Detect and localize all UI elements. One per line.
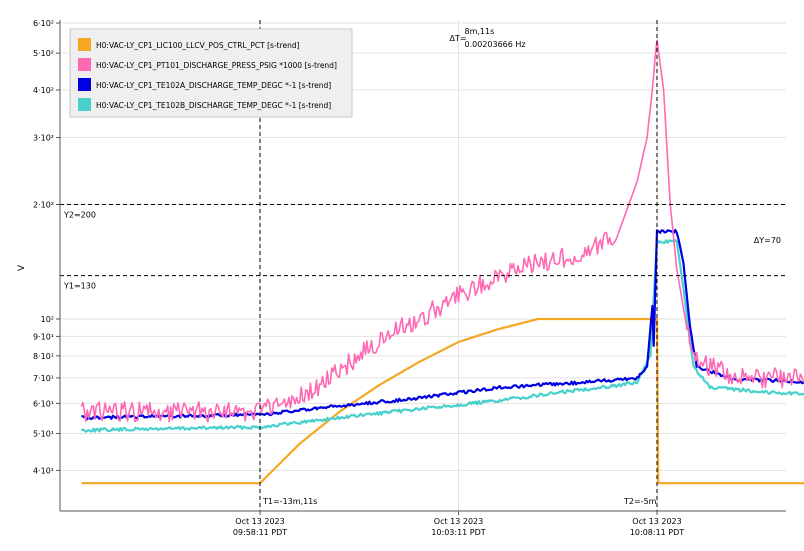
- series-line: [81, 317, 804, 485]
- x-tick-date: Oct 13 2023: [632, 517, 681, 526]
- legend-entry: H0:VAC-LY_CP1_LIC100_LLCV_POS_CTRL_PCT […: [96, 41, 300, 50]
- legend-box: [69, 28, 353, 118]
- cursor-label-x: T2=-5m: [623, 497, 657, 506]
- x-tick-time: 10:03:11 PDT: [431, 528, 485, 537]
- delta-t-label: ΔT=: [450, 34, 467, 43]
- delta-f-value: 0.00203666 Hz: [465, 40, 526, 49]
- legend-entry: H0:VAC-LY_CP1_TE102B_DISCHARGE_TEMP_DEGC…: [96, 101, 331, 110]
- series-line: [80, 39, 804, 423]
- y-tick-label: 5·10¹: [33, 430, 54, 439]
- legend-swatch: [78, 98, 91, 111]
- y-tick-label: 3·10²: [33, 134, 54, 143]
- series-line: [80, 239, 804, 433]
- y-tick-label: 2·10²: [33, 201, 54, 210]
- delta-t-value: 8m,11s: [465, 27, 495, 36]
- x-tick-date: Oct 13 2023: [235, 517, 284, 526]
- y-tick-label: 6·10²: [33, 19, 54, 28]
- x-axis: Oct 13 2023 09:58:11 PDT Oct 13 2023 10:03:…: [233, 511, 684, 537]
- delta-y-value: ΔY=70: [754, 236, 781, 245]
- x-tick-date: Oct 13 2023: [434, 517, 483, 526]
- y-tick-label: 4·10¹: [33, 466, 54, 475]
- y-axis: 6·10² 5·10² 4·10² 3·10² 2·10² 10² 9·10¹ 8·10¹ 7·…: [33, 19, 60, 475]
- y-axis-label: V: [17, 264, 27, 271]
- series-lines: [80, 39, 804, 485]
- y-tick-label: 6·10¹: [33, 399, 54, 408]
- y-tick-label: 7·10¹: [33, 374, 54, 383]
- legend-swatch: [78, 78, 91, 91]
- y-tick-label: 10²: [41, 315, 54, 324]
- cursor-label-y: Y1=130: [63, 282, 96, 291]
- legend-entry: H0:VAC-LY_CP1_PT101_DISCHARGE_PRESS_PSIG…: [96, 61, 337, 70]
- legend-entry: H0:VAC-LY_CP1_TE102A_DISCHARGE_TEMP_DEGC…: [96, 81, 331, 90]
- x-tick-time: 09:58:11 PDT: [233, 528, 287, 537]
- cursors[interactable]: Y2=200 Y1=130 T1=-13m,11s T2=-5m ΔT=8m,11s 0.…: [60, 20, 786, 511]
- y-tick-label: 4·10²: [33, 86, 54, 95]
- y-tick-label: 8·10¹: [33, 352, 54, 361]
- legend-swatch: [78, 38, 91, 51]
- legend[interactable]: H0:VAC-LY_CP1_LIC100_LLCV_POS_CTRL_PCT […: [69, 28, 353, 118]
- y-tick-label: 5·10²: [33, 49, 54, 58]
- cursor-label-x: T1=-13m,11s: [262, 497, 317, 506]
- legend-swatch: [78, 58, 91, 71]
- x-tick-time: 10:08:11 PDT: [630, 528, 684, 537]
- y-tick-label: 9·10¹: [33, 332, 54, 341]
- cursor-label-y: Y2=200: [63, 211, 96, 220]
